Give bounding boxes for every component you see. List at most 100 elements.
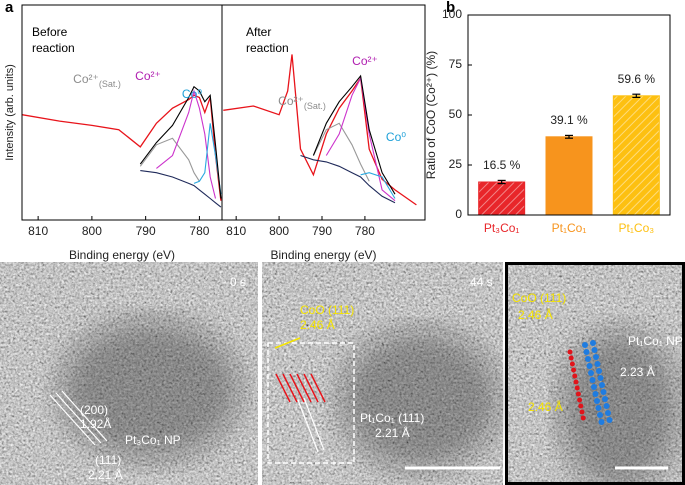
- peak-label: Co⁰: [386, 130, 406, 144]
- red-atom: [579, 409, 585, 415]
- x-tick-label: 790: [136, 224, 156, 238]
- red-arrow: [296, 373, 312, 403]
- blue-atom: [588, 370, 594, 376]
- peak-label-sub: (Sat.): [304, 101, 326, 111]
- micrograph-label: CoO (111): [300, 303, 354, 317]
- micrograph-label: 2.21 Å: [375, 425, 410, 440]
- lattice-line: [49, 394, 96, 446]
- blue-atom: [592, 391, 599, 397]
- red-arrow: [275, 373, 291, 403]
- spectrum-line: [193, 123, 222, 195]
- peak-label-main: Co²⁺: [135, 69, 161, 83]
- blue-atom: [591, 384, 597, 390]
- x-tick-label: 780: [189, 224, 209, 238]
- red-atom: [569, 361, 575, 367]
- blue-atom: [598, 419, 605, 425]
- bar: [545, 136, 593, 216]
- blue-atom: [605, 410, 611, 416]
- red-arrow: [303, 373, 319, 403]
- yellow-marker: [274, 337, 301, 349]
- x-axis-label: Binding energy (eV): [270, 248, 376, 262]
- x-tick-label: 800: [269, 224, 289, 238]
- bar: [612, 95, 660, 216]
- blue-atom: [600, 389, 607, 395]
- x-tick-label: Pt₃Co₁: [484, 221, 520, 235]
- inset-border: [505, 262, 685, 485]
- x-tick-label: Pt₁Co₁: [552, 221, 587, 235]
- spectrum-line: [22, 94, 222, 201]
- blue-atom: [594, 398, 600, 404]
- roi-box: [267, 342, 355, 464]
- blue-atom: [606, 417, 613, 423]
- x-tick-label: 810: [226, 224, 246, 238]
- blue-atom: [603, 403, 610, 409]
- peak-label: Co²⁺: [352, 54, 378, 68]
- spectrum-line: [139, 137, 200, 182]
- x-tick-label: 800: [82, 224, 102, 238]
- blue-atom: [599, 382, 605, 388]
- lattice-line: [61, 390, 108, 442]
- blue-atom: [585, 356, 591, 362]
- x-tick-label: 780: [355, 224, 375, 238]
- panel-title: Before: [32, 25, 68, 39]
- plot-frame: [221, 4, 426, 221]
- peak-label-main: Co⁰: [182, 87, 202, 101]
- micrograph-label: 2.23 Å: [620, 364, 655, 379]
- spectrum-line: [312, 122, 370, 182]
- blue-atom: [597, 375, 604, 381]
- peak-label: Co²⁺(Sat.): [73, 72, 121, 89]
- blue-atom: [597, 412, 603, 418]
- blue-atom: [602, 396, 608, 402]
- blue-atom: [583, 349, 590, 355]
- y-tick-label: 25: [449, 157, 463, 171]
- red-atom: [580, 415, 586, 421]
- particle-shade: [560, 330, 680, 485]
- peak-label-main: Co²⁺: [352, 54, 378, 68]
- y-tick-label: 100: [442, 7, 462, 21]
- micrograph-label: 44 s: [470, 275, 493, 289]
- value-label: 16.5 %: [483, 158, 521, 172]
- peak-label: Co⁰: [182, 87, 202, 101]
- blue-atom: [586, 363, 593, 369]
- spectrum-line: [156, 88, 217, 199]
- value-label: 39.1 %: [550, 113, 588, 127]
- micrograph-label: Pt₁Co₁ (111): [360, 411, 424, 425]
- micrograph-label: 2.46 Å: [518, 307, 553, 322]
- spectrum-line: [139, 85, 222, 199]
- micrograph-label: (200): [80, 403, 108, 417]
- y-tick-label: 75: [449, 57, 463, 71]
- red-arrow: [282, 373, 298, 403]
- plot-frame: [467, 14, 671, 216]
- peak-label-main: Co²⁺: [73, 72, 99, 86]
- x-tick-label: Pt₁Co₃: [619, 221, 655, 235]
- red-atom: [567, 349, 573, 355]
- blue-atom: [589, 377, 596, 383]
- y-tick-label: 50: [449, 107, 463, 121]
- peak-label-main: Co²⁺: [278, 94, 304, 108]
- spectrum-line: [360, 172, 396, 199]
- particle-shade: [60, 320, 240, 460]
- red-atom: [577, 397, 583, 403]
- y-axis-label: Ratio of CoO (Co²⁺) (%): [424, 51, 438, 179]
- value-label: 59.6 %: [618, 72, 656, 86]
- micrograph-label: 1.92Å: [80, 416, 111, 431]
- particle-shade: [340, 330, 500, 470]
- micrograph-label: Pt₁Co₁ NP: [628, 334, 683, 348]
- bar: [478, 181, 526, 216]
- panel-label: a: [5, 0, 14, 16]
- peak-label-main: Co⁰: [386, 130, 406, 144]
- red-atom: [568, 355, 574, 361]
- panel-title: reaction: [32, 41, 75, 55]
- micrograph-label: 0 s: [230, 275, 246, 289]
- peak-label-sub: (Sat.): [99, 79, 121, 89]
- lattice-line: [297, 399, 319, 453]
- lattice-line: [303, 397, 325, 451]
- spectrum-line: [312, 74, 396, 195]
- x-tick-label: 810: [28, 224, 48, 238]
- red-atom: [574, 385, 580, 391]
- red-atom: [578, 403, 584, 409]
- micrograph-label: 2.21 Å: [88, 467, 123, 482]
- blue-atom: [596, 368, 602, 374]
